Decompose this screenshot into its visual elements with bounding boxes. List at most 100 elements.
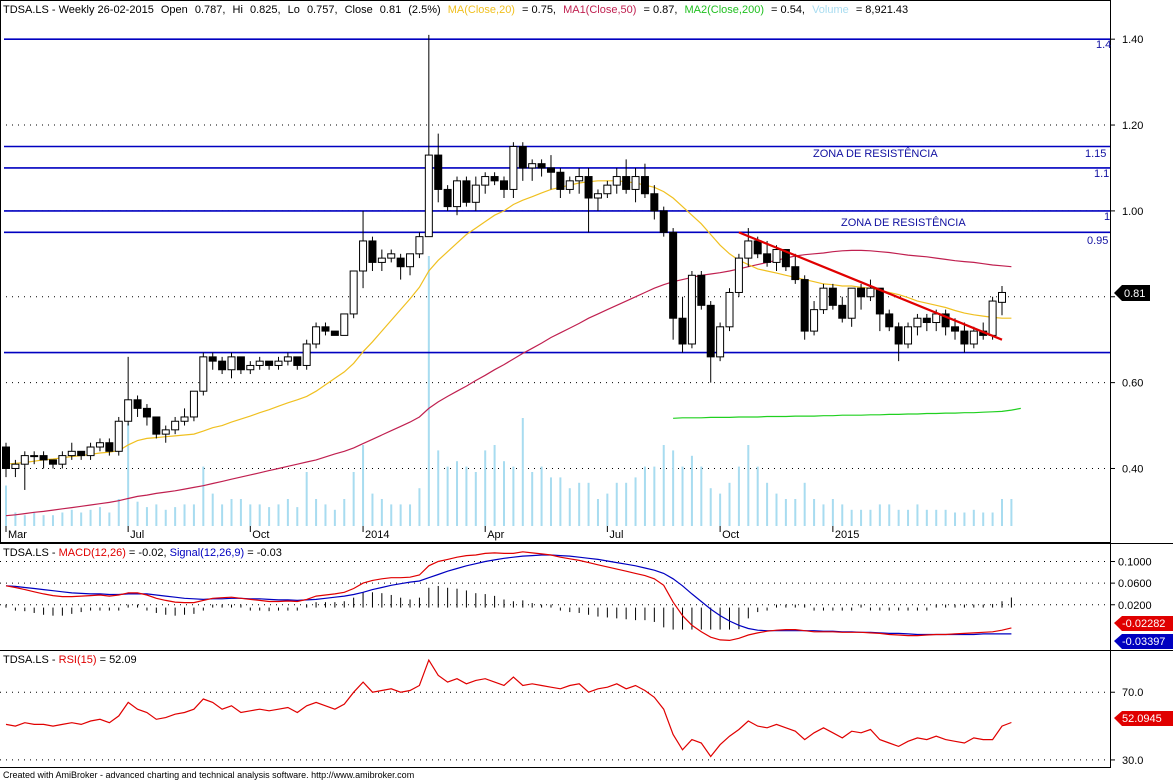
- rsi-y-tick-label: 70.0: [1122, 687, 1143, 699]
- candle-body: [988, 300, 997, 336]
- macd-line: [5, 551, 1012, 642]
- volume-bar: [437, 450, 440, 526]
- candle-body: [453, 180, 462, 208]
- y-tick-label: 0.40: [1122, 463, 1143, 475]
- candle-body: [377, 257, 386, 263]
- volume-bar: [972, 509, 975, 526]
- candle-body: [659, 210, 668, 233]
- candle-body: [246, 364, 255, 371]
- candle-body: [387, 253, 396, 259]
- candle-body: [509, 146, 518, 190]
- candle-body: [603, 184, 612, 195]
- x-tick-label: Oct: [722, 529, 739, 541]
- candle-body: [960, 330, 969, 345]
- volume-bar: [465, 466, 468, 526]
- volume-bar: [324, 504, 327, 526]
- rsi-y-tick-label: 30.0: [1122, 755, 1143, 767]
- volume-bar: [42, 515, 45, 526]
- volume-bars: [5, 256, 1013, 526]
- candle-body: [753, 240, 762, 255]
- candle-body: [951, 326, 960, 332]
- volume-bar: [568, 488, 571, 526]
- downtrend-line: [738, 231, 1003, 341]
- volume-bar: [925, 509, 928, 526]
- candle-body: [904, 326, 913, 345]
- last-price-badge: [1114, 285, 1150, 301]
- candle-body: [781, 249, 790, 268]
- price-panel-border: [0, 0, 1111, 543]
- volume-bar: [737, 466, 740, 526]
- volume-bar: [709, 488, 712, 526]
- candle-body: [462, 180, 471, 203]
- candle-body: [67, 450, 76, 457]
- candle-body: [969, 330, 978, 345]
- candle-body: [998, 291, 1006, 303]
- rsi-line: [5, 658, 1012, 758]
- candle-body: [500, 180, 508, 190]
- candle-body: [396, 257, 405, 268]
- candle-body: [631, 176, 640, 190]
- volume-bar: [907, 509, 910, 526]
- volume-bar: [756, 466, 759, 526]
- volume-bar: [239, 499, 242, 526]
- volume-bar: [5, 485, 7, 526]
- volume-bar: [418, 488, 421, 526]
- candle-body: [171, 420, 180, 431]
- volume-bar: [916, 504, 919, 526]
- volume-bar: [230, 499, 233, 526]
- candle-body: [48, 459, 57, 465]
- candle-body: [922, 317, 931, 324]
- candle-body: [443, 188, 452, 208]
- x-tick-label: 2015: [835, 529, 859, 541]
- candle-body: [227, 356, 236, 371]
- macd-value-badge: [1114, 616, 1173, 631]
- candle-body: [180, 416, 189, 422]
- footer-credit: Created with AmiBroker - advanced charti…: [3, 770, 414, 780]
- volume-bar: [221, 504, 224, 526]
- moving-averages: [5, 180, 1021, 517]
- header-symbol: TDSA.LS - Weekly 26-02-2015: [3, 4, 154, 16]
- support-resistance-lines: [4, 38, 1110, 354]
- candle-body: [340, 313, 349, 336]
- volume-bar: [352, 472, 355, 526]
- candle-body: [575, 176, 584, 182]
- candle-body: [189, 390, 198, 418]
- volume-bar: [681, 466, 684, 526]
- level-label-1-1: 1.1: [1094, 168, 1109, 180]
- volume-bar: [61, 512, 64, 526]
- volume-bar: [51, 515, 54, 526]
- candle-body: [359, 240, 368, 272]
- candle-body: [734, 257, 743, 293]
- candle-body: [133, 399, 142, 409]
- volume-bar: [503, 461, 505, 526]
- candle-body: [208, 356, 217, 362]
- volume-bar: [653, 466, 656, 526]
- candle-body: [95, 442, 104, 448]
- candle-body: [593, 193, 602, 199]
- candles: [2, 34, 1006, 490]
- volume-bar: [625, 482, 628, 526]
- candle-body: [669, 231, 678, 319]
- volume-bar: [606, 493, 609, 526]
- x-tick-label: Jul: [130, 529, 144, 541]
- last-price-value: 0.81: [1124, 288, 1145, 300]
- level-label-1-4: 1.4: [1096, 39, 1111, 51]
- volume-bar: [33, 512, 36, 526]
- candle-body: [640, 176, 649, 195]
- volume-bar: [155, 504, 158, 526]
- volume-bar: [794, 499, 797, 526]
- candle-body: [537, 163, 546, 169]
- volume-bar: [822, 504, 825, 526]
- volume-bar: [258, 504, 261, 526]
- candle-body: [894, 326, 903, 345]
- candle-body: [838, 304, 847, 319]
- rsi-header: TDSA.LS - RSI(15) = 52.09: [3, 654, 137, 666]
- candle-body: [725, 291, 734, 328]
- volume-bar: [409, 504, 412, 526]
- volume-bar: [559, 477, 562, 526]
- candle-body: [697, 274, 706, 306]
- volume-bar: [80, 512, 83, 526]
- volume-bar: [954, 512, 957, 526]
- candle-body: [39, 455, 48, 461]
